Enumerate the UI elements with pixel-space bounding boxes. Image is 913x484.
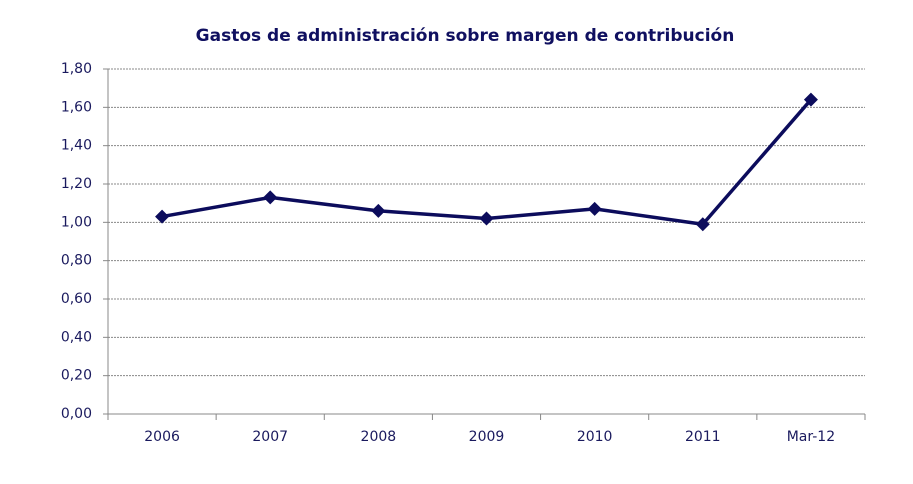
y-tick-label: 1,80 — [61, 61, 92, 77]
marker — [587, 201, 602, 216]
marker — [155, 209, 170, 224]
marker — [371, 203, 386, 218]
y-tick-label: 1,00 — [61, 214, 92, 230]
y-tick-label: 0,60 — [61, 291, 92, 307]
marker — [479, 211, 494, 226]
x-tick-label: 2009 — [469, 429, 505, 445]
y-tick-label: 0,20 — [61, 368, 92, 384]
chart-title: Gastos de administración sobre margen de… — [196, 26, 735, 46]
marker — [803, 92, 818, 107]
x-tick-label: 2008 — [361, 429, 397, 445]
y-tick-label: 1,60 — [61, 99, 92, 115]
marker — [695, 217, 710, 232]
x-tick-label: 2011 — [685, 429, 721, 445]
x-tick-label: 2007 — [252, 429, 288, 445]
x-tick-label: 2006 — [144, 429, 180, 445]
y-tick-label: 1,20 — [61, 176, 92, 192]
y-tick-label: 0,00 — [61, 406, 92, 422]
y-tick-label: 0,40 — [61, 329, 92, 345]
line — [161, 98, 813, 226]
x-tick-label: 2010 — [577, 429, 613, 445]
x-tick-label: Mar-12 — [787, 429, 835, 445]
y-tick-label: 1,40 — [61, 138, 92, 154]
y-tick-label: 0,80 — [61, 253, 92, 269]
marker — [263, 190, 278, 205]
